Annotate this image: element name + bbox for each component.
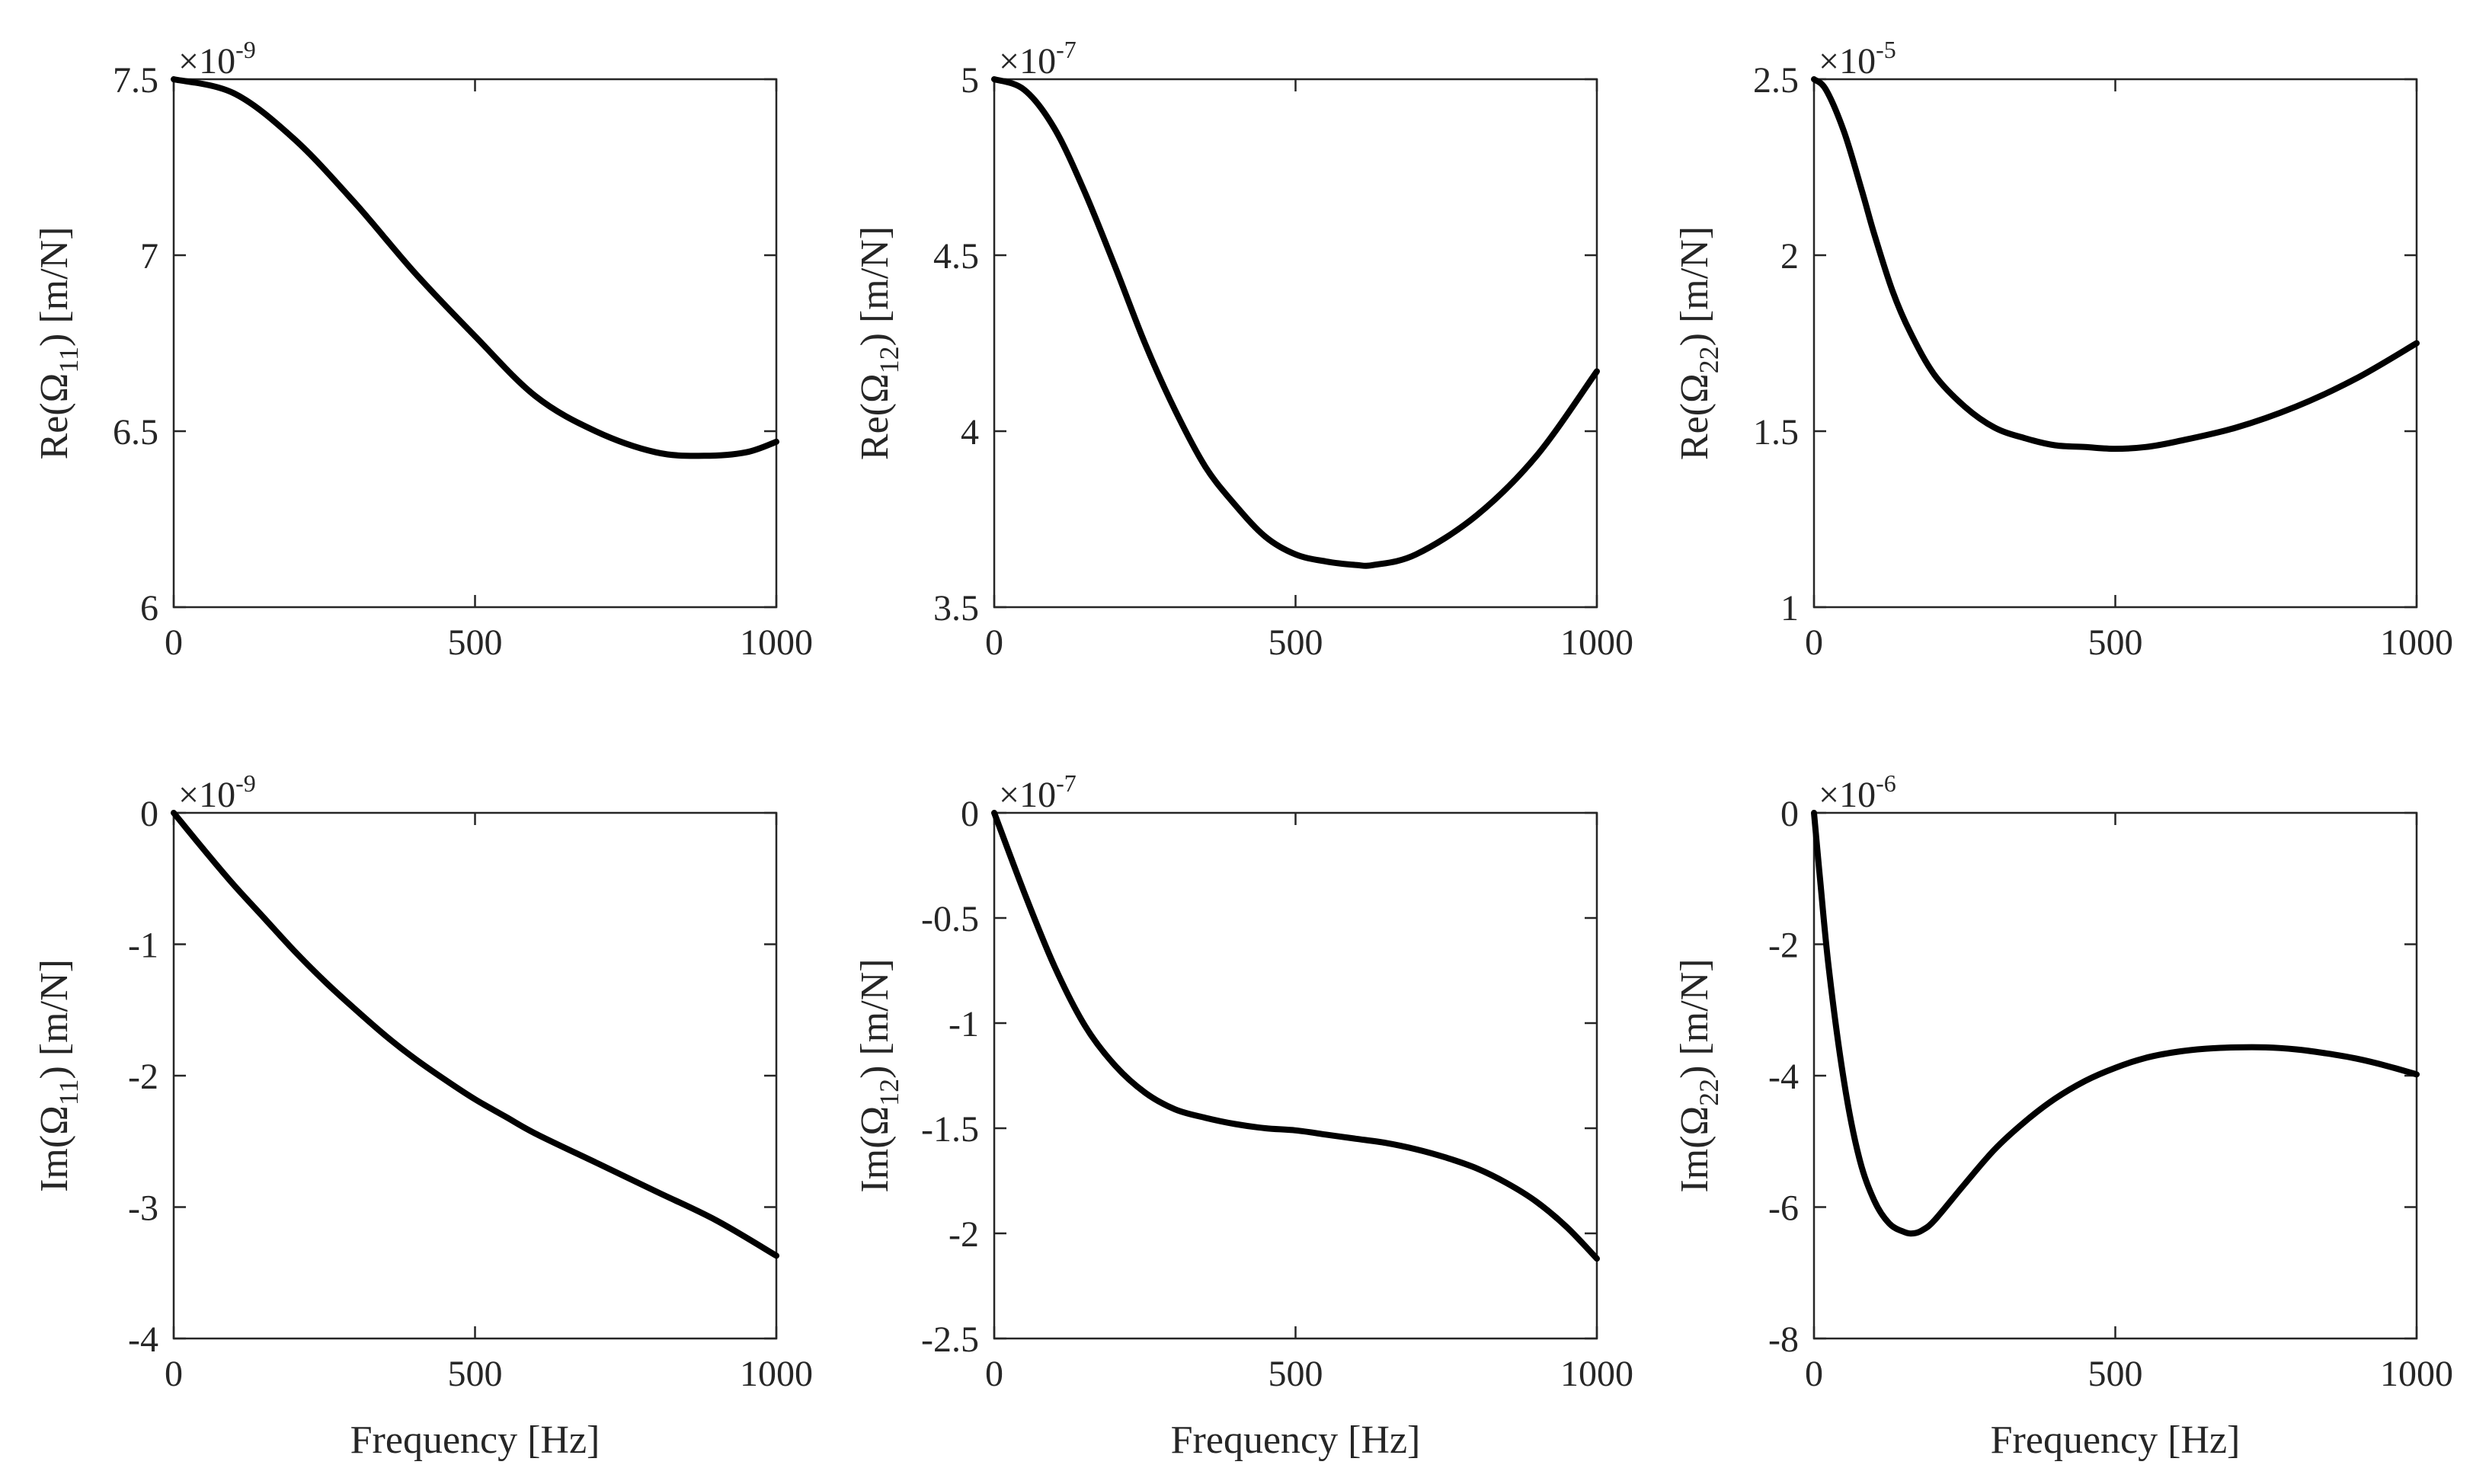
y-tick-label: 6 [140,588,158,628]
y-tick-label: 2.5 [1753,60,1799,101]
y-tick-label: 4.5 [933,236,979,277]
x-tick-label: 1000 [1560,1354,1633,1394]
axis-exponent-label: ×10-7 [999,36,1077,82]
y-axis-label: Re(Ω12) [m/N] [853,226,904,460]
y-tick-label: -4 [1768,1057,1799,1097]
series-line-im12 [991,810,1600,1262]
y-axis-label: Re(Ω11) [m/N] [33,227,84,460]
y-tick-label: 6.5 [113,412,158,453]
subplot-im12: 0 500 1000 -2.5 -2 -1.5 -1 -0.5 0 ×10-7 Im(Ω12) [m… [853,769,1633,1462]
x-axis-label: Frequency [Hz] [1991,1418,2241,1462]
y-tick-label: -2 [1768,926,1799,966]
y-tick-label: -0.5 [921,899,979,939]
y-tick-label: 0 [961,794,979,834]
x-tick-label: 1000 [1560,622,1633,663]
x-tick-label: 0 [985,1354,1003,1394]
subplot-im22: 0 500 1000 -8 -6 -4 -2 0 ×10-6 Im(Ω22) [m/N] Frequ… [1673,769,2453,1462]
subplot-im11: 0 500 1000 -4 -3 -2 -1 0 ×10-9 Im(Ω11) [m/N] Frequ… [33,769,813,1462]
axis-exponent-label: ×10-6 [1819,769,1896,815]
y-tick-label: -8 [1768,1319,1799,1360]
y-axis-label: Im(Ω12) [m/N] [853,958,904,1192]
series-line-re12 [991,76,1600,569]
x-tick-label: 500 [1268,1354,1323,1394]
subplot-re11: 0 500 1000 6 6.5 7 7.5 ×10-9 Re(Ω11) [m/N] [33,36,813,663]
y-tick-label: -1.5 [921,1109,979,1150]
x-tick-label: 0 [165,622,183,663]
y-axis-label: Im(Ω22) [m/N] [1673,958,1724,1192]
x-tick-label: 500 [2088,1354,2143,1394]
axes-box [993,811,1598,1340]
y-tick-label: -4 [128,1319,158,1360]
series-line-re22 [1811,76,2420,453]
axes-box [172,78,778,609]
subplot-re12: 0 500 1000 3.5 4 4.5 5 ×10-7 Re(Ω12) [m/N] [853,36,1633,663]
x-tick-label: 1000 [2380,622,2453,663]
axis-exponent-label: ×10-9 [178,36,256,82]
x-tick-label: 0 [1805,1354,1823,1394]
y-tick-label: -2 [128,1057,158,1097]
axes-box [993,78,1598,609]
axes-box [172,811,778,1340]
y-tick-label: 2 [1780,236,1799,277]
x-axis-label: Frequency [Hz] [1171,1418,1421,1462]
y-axis-label: Re(Ω22) [m/N] [1673,226,1724,460]
y-tick-label: 7.5 [113,60,158,101]
x-tick-label: 500 [448,1354,503,1394]
axis-exponent-label: ×10-5 [1819,36,1896,82]
y-tick-label: -6 [1768,1188,1799,1229]
y-tick-label: -3 [128,1188,158,1229]
series-line-re11 [171,76,779,459]
y-tick-label: 7 [140,236,158,277]
y-tick-label: 5 [961,60,979,101]
x-tick-label: 500 [448,622,503,663]
y-tick-label: -2 [949,1214,979,1255]
axes-box [1812,811,2418,1340]
x-axis-label: Frequency [Hz] [350,1418,600,1462]
x-tick-label: 1000 [2380,1354,2453,1394]
y-tick-label: 1.5 [1753,412,1799,453]
y-tick-label: -1 [128,926,158,966]
subplot-re22: 0 500 1000 1 1.5 2 2.5 ×10-5 Re(Ω22) [m/N] [1673,36,2453,663]
y-tick-label: 4 [961,412,979,453]
y-tick-label: 0 [140,794,158,834]
x-tick-label: 500 [1268,622,1323,663]
x-tick-label: 500 [2088,622,2143,663]
x-tick-label: 1000 [740,1354,813,1394]
axis-exponent-label: ×10-9 [178,769,256,815]
x-tick-label: 0 [985,622,1003,663]
axis-exponent-label: ×10-7 [999,769,1077,815]
series-line-im22 [1811,810,2420,1237]
y-tick-label: 3.5 [933,588,979,628]
y-tick-label: 0 [1780,794,1799,834]
x-tick-label: 0 [165,1354,183,1394]
y-tick-label: -2.5 [921,1319,979,1360]
axes-box [1812,78,2418,609]
y-tick-label: -1 [949,1004,979,1044]
x-tick-label: 0 [1805,622,1823,663]
series-line-im11 [171,810,779,1259]
y-axis-label: Im(Ω11) [m/N] [33,959,84,1192]
x-tick-label: 1000 [740,622,813,663]
y-tick-label: 1 [1780,588,1799,628]
